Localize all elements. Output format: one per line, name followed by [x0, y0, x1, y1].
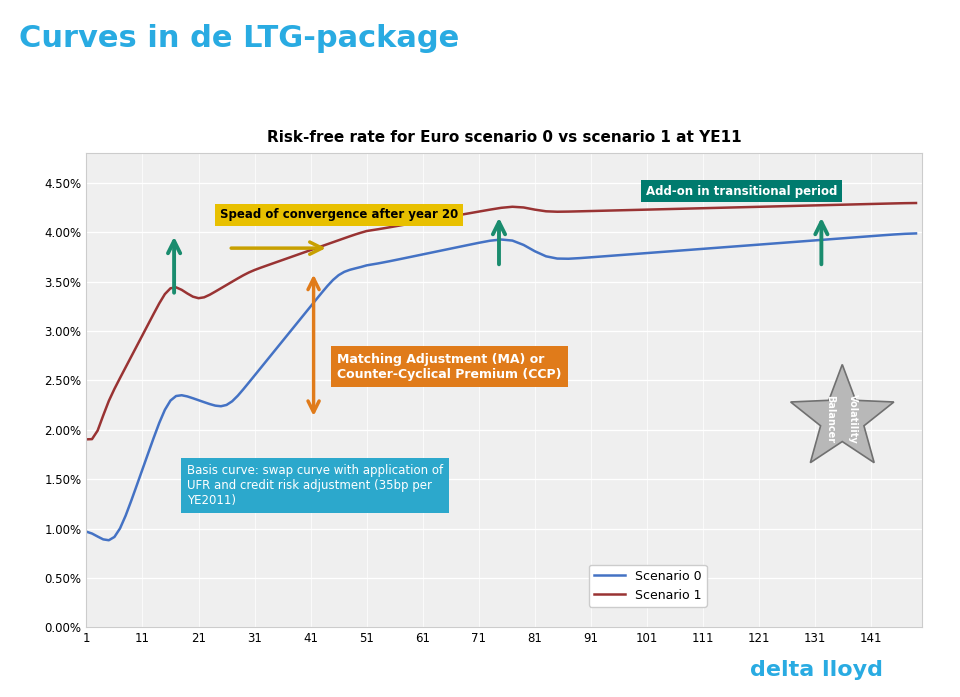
Line: Scenario 1: Scenario 1: [86, 203, 916, 439]
Text: Matching Adjustment (MA) or
Counter-Cyclical Premium (CCP): Matching Adjustment (MA) or Counter-Cycl…: [337, 353, 562, 381]
Scenario 1: [372, 225, 384, 233]
Line: Scenario 0: Scenario 0: [86, 233, 916, 540]
Scenario 0: [103, 536, 114, 544]
Scenario 1: [81, 435, 92, 443]
Title: Risk-free rate for Euro scenario 0 vs scenario 1 at YE11: Risk-free rate for Euro scenario 0 vs sc…: [267, 130, 741, 145]
Scenario 1: [910, 199, 922, 207]
Scenario 0: [910, 229, 922, 238]
Text: Spead of convergence after year 20: Spead of convergence after year 20: [220, 208, 458, 222]
Scenario 0: [831, 234, 843, 243]
Scenario 1: [209, 287, 221, 296]
Text: Balancer: Balancer: [825, 395, 835, 443]
Scenario 0: [193, 396, 204, 404]
Polygon shape: [791, 365, 894, 463]
Text: Curves in de LTG-package: Curves in de LTG-package: [19, 24, 460, 54]
Scenario 1: [821, 201, 832, 209]
Scenario 0: [383, 257, 395, 266]
Text: Basis curve: swap curve with application of
UFR and credit risk adjustment (35bp: Basis curve: swap curve with application…: [186, 464, 443, 507]
Scenario 0: [215, 402, 227, 411]
Text: Volatility: Volatility: [848, 394, 858, 443]
Scenario 0: [473, 238, 485, 247]
Scenario 0: [81, 528, 92, 536]
Scenario 0: [865, 232, 876, 240]
Scenario 1: [462, 209, 473, 217]
Scenario 1: [187, 293, 199, 301]
Scenario 1: [854, 200, 866, 208]
Text: delta lloyd: delta lloyd: [750, 659, 883, 680]
Legend: Scenario 0, Scenario 1: Scenario 0, Scenario 1: [588, 565, 707, 607]
Text: Add-on in transitional period: Add-on in transitional period: [646, 185, 837, 198]
